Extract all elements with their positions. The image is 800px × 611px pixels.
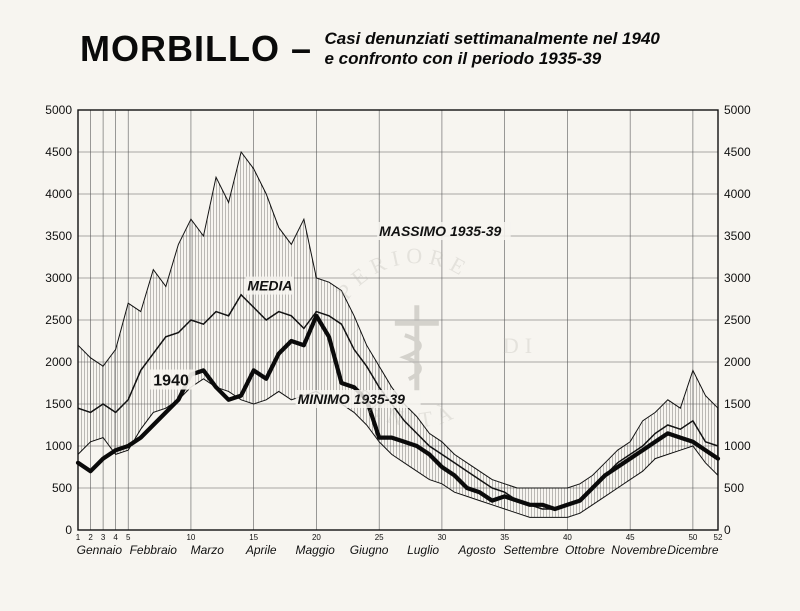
x-month-label: Dicembre [667, 543, 719, 557]
y-tick-label: 1000 [45, 439, 72, 453]
x-week-label: 4 [113, 533, 118, 542]
x-month-label: Ottobre [565, 543, 605, 557]
x-month-label: Maggio [295, 543, 335, 557]
x-week-label: 5 [126, 533, 131, 542]
chart-title: MORBILLO – Casi denunziati settimanalmen… [80, 28, 740, 88]
y-tick-label-right: 500 [724, 481, 744, 495]
svg-text:DI: DI [503, 333, 538, 358]
x-week-label: 2 [88, 533, 93, 542]
x-week-label: 45 [626, 533, 635, 542]
x-week-label: 3 [101, 533, 106, 542]
subtitle-line2: e confronto con il periodo 1935-39 [324, 49, 601, 68]
x-month-label: Marzo [191, 543, 225, 557]
subtitle-part: Casi denunziati [324, 29, 453, 48]
y-tick-label: 500 [52, 481, 72, 495]
y-tick-label-right: 3500 [724, 229, 751, 243]
y-tick-label: 3500 [45, 229, 72, 243]
x-month-label: Gennaio [77, 543, 123, 557]
y-tick-label-right: 4000 [724, 187, 751, 201]
subtitle-bold: settimanalmente [454, 29, 588, 48]
x-week-label: 25 [375, 533, 384, 542]
y-tick-label-right: 2000 [724, 355, 751, 369]
y-tick-label: 2000 [45, 355, 72, 369]
x-month-label: Febbraio [130, 543, 178, 557]
morbillo-chart: 0050050010001000150015002000200025002500… [30, 100, 770, 580]
y-tick-label: 5000 [45, 103, 72, 117]
x-month-label: Giugno [350, 543, 389, 557]
y-tick-label-right: 4500 [724, 145, 751, 159]
x-week-label: 50 [688, 533, 697, 542]
y-tick-label-right: 0 [724, 523, 731, 537]
title-main: MORBILLO – [80, 28, 312, 70]
y-tick-label-right: 2500 [724, 313, 751, 327]
subtitle-part: nel 1940 [588, 29, 660, 48]
x-month-label: Aprile [245, 543, 277, 557]
label-massimo: MASSIMO 1935-39 [379, 223, 501, 239]
y-tick-label: 2500 [45, 313, 72, 327]
y-tick-label-right: 1000 [724, 439, 751, 453]
x-month-label: Settembre [503, 543, 559, 557]
y-tick-label: 4000 [45, 187, 72, 201]
y-tick-label: 3000 [45, 271, 72, 285]
x-week-label: 20 [312, 533, 321, 542]
y-tick-label-right: 5000 [724, 103, 751, 117]
x-week-label: 35 [500, 533, 509, 542]
x-week-label: 10 [186, 533, 195, 542]
y-tick-label: 4500 [45, 145, 72, 159]
title-subtitle: Casi denunziati settimanalmente nel 1940… [324, 29, 659, 68]
x-week-label: 15 [249, 533, 258, 542]
x-week-label: 30 [437, 533, 446, 542]
y-tick-label: 1500 [45, 397, 72, 411]
x-month-label: Luglio [407, 543, 439, 557]
y-tick-label-right: 3000 [724, 271, 751, 285]
label-1940: 1940 [153, 373, 189, 390]
x-month-label: Novembre [611, 543, 667, 557]
y-tick-label: 0 [65, 523, 72, 537]
svg-text:PERIORE: PERIORE [332, 243, 475, 304]
y-tick-label-right: 1500 [724, 397, 751, 411]
x-week-label: 52 [714, 533, 723, 542]
label-media: MEDIA [247, 278, 292, 294]
x-week-label: 40 [563, 533, 572, 542]
x-month-label: Agosto [457, 543, 496, 557]
x-week-label: 1 [76, 533, 81, 542]
